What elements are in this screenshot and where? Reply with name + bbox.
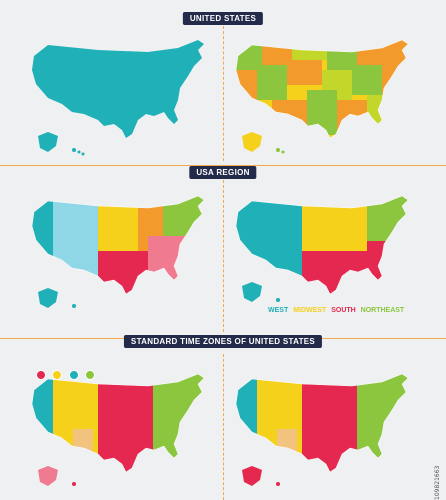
hawaii-shape (276, 482, 280, 486)
section-title-united-states: UNITED STATES (182, 12, 264, 25)
hawaii-shape (72, 304, 76, 308)
clock-icon (85, 369, 96, 380)
us-map-states (235, 40, 409, 154)
us-map-time-zones (235, 374, 409, 486)
alaska-shape (242, 132, 262, 152)
section-title-time-zones: STANDARD TIME ZONES OF UNITED STATES (123, 335, 323, 348)
alaska-shape (38, 288, 58, 308)
hawaii-shape (72, 482, 76, 486)
legend-west: WEST (268, 307, 289, 314)
hawaii-shape (72, 148, 76, 152)
legend-northeast: NORTHEAST (360, 307, 405, 314)
time-zone-clock-icons (36, 366, 97, 384)
legend-midwest: MIDWEST (293, 307, 327, 314)
section-title-usa-region: USA REGION (189, 166, 257, 179)
image-id: 109821663 (434, 465, 441, 500)
region-legend: WEST MIDWEST SOUTH NORTHEAST (268, 307, 407, 314)
hawaii-shape (276, 298, 280, 302)
alaska-shape (38, 466, 58, 486)
column-divider (223, 26, 224, 161)
clock-icon (52, 369, 63, 380)
us-map-plain (32, 40, 204, 156)
clock-icon (36, 369, 46, 380)
us-map-time-zones-detailed (31, 374, 205, 486)
clock-icon (68, 369, 79, 380)
us-map-regions-detailed (31, 196, 205, 308)
section-divider (0, 165, 446, 166)
column-divider (223, 354, 224, 500)
alaska-shape (242, 466, 262, 486)
column-divider (223, 180, 224, 332)
us-map-regions (235, 196, 409, 302)
alaska-shape (38, 132, 58, 152)
hawaii-shape (276, 148, 280, 152)
alaska-shape (242, 282, 262, 302)
legend-south: SOUTH (331, 307, 356, 314)
